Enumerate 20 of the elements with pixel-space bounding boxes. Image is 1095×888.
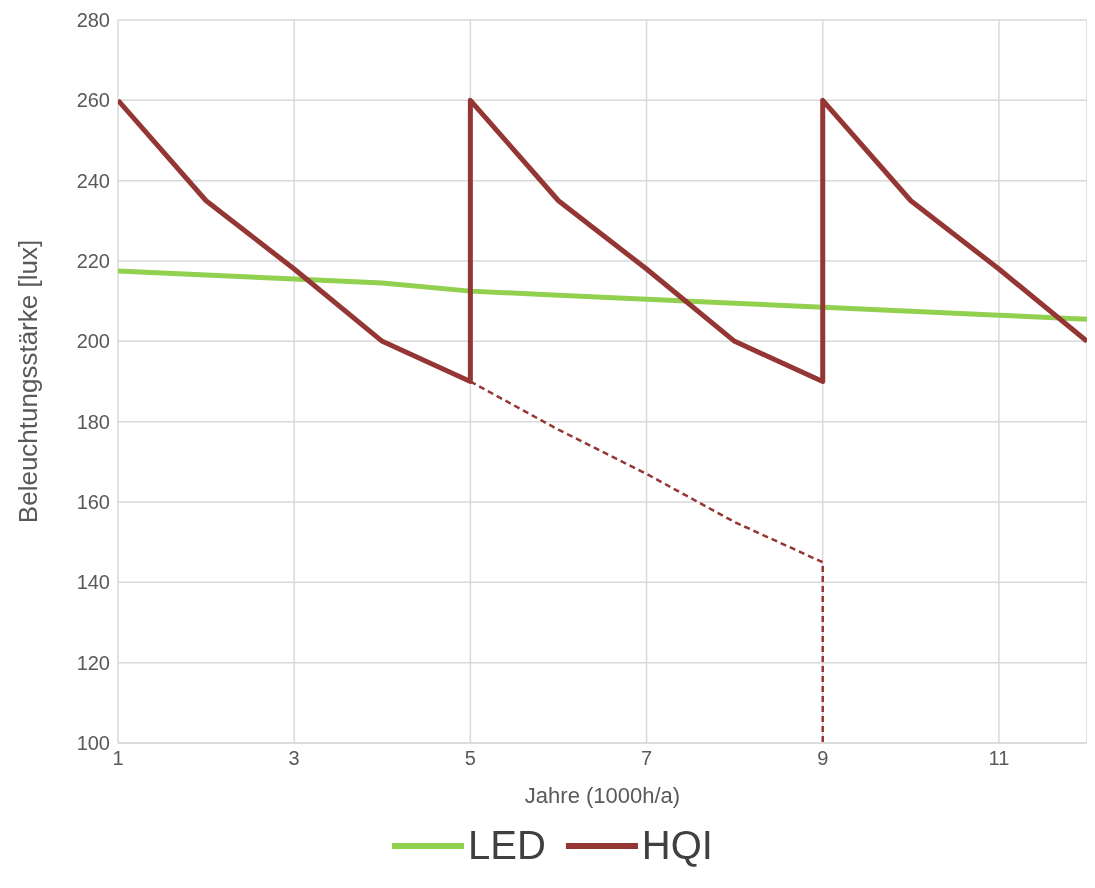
y-tick-label: 280 (76, 9, 110, 32)
y-tick-label: 260 (76, 89, 110, 112)
y-tick-label: 200 (76, 330, 110, 353)
x-tick-label: 5 (464, 747, 476, 770)
y-tick-label: 240 (76, 169, 110, 192)
y-tick-label: 180 (76, 410, 110, 433)
y-tick-label: 220 (76, 250, 110, 273)
legend-label: HQI (641, 823, 713, 868)
y-tick-label: 140 (76, 571, 110, 594)
y-tick-label: 120 (76, 651, 110, 674)
y-axis-title: Beleuchtungsstärke [lux] (13, 239, 44, 524)
x-tick-label: 3 (288, 747, 300, 770)
x-tick-label: 9 (817, 747, 829, 770)
x-tick-label: 11 (988, 747, 1010, 770)
x-tick-label: 1 (112, 747, 124, 770)
y-tick-label: 100 (76, 732, 110, 755)
x-axis-title: Jahre (1000h/a) (524, 783, 681, 808)
y-tick-label: 160 (76, 491, 110, 514)
legend-label: LED (468, 823, 546, 868)
x-tick-label: 7 (640, 747, 653, 770)
